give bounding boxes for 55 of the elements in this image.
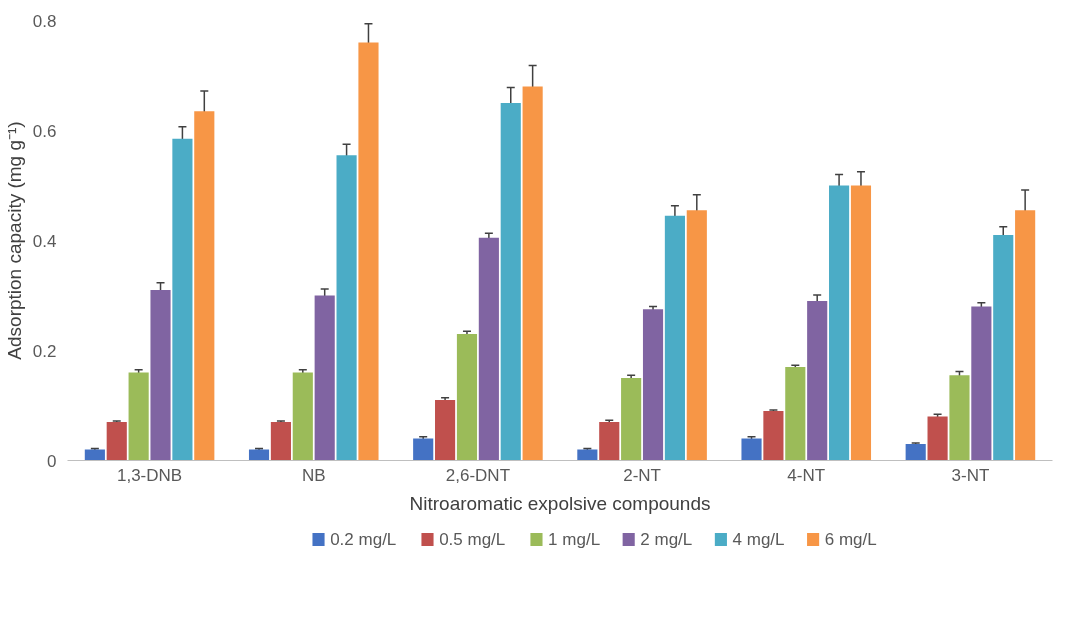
legend-label: 0.2 mg/L bbox=[330, 530, 397, 549]
bar bbox=[763, 411, 784, 461]
bar bbox=[785, 367, 806, 461]
bar bbox=[686, 210, 707, 461]
bar bbox=[741, 438, 762, 461]
legend-label: 4 mg/L bbox=[732, 530, 785, 549]
bar bbox=[413, 438, 434, 461]
bar bbox=[128, 372, 149, 461]
x-tick-label: 1,3-DNB bbox=[116, 465, 183, 485]
legend-label: 2 mg/L bbox=[640, 530, 693, 549]
y-tick-label: 0.2 bbox=[32, 341, 57, 361]
bar bbox=[336, 155, 357, 461]
bar bbox=[850, 185, 872, 461]
bar bbox=[577, 449, 598, 461]
legend-label: 6 mg/L bbox=[824, 530, 877, 549]
legend-label: 0.5 mg/L bbox=[439, 530, 506, 549]
bar bbox=[927, 416, 948, 461]
bar bbox=[456, 334, 478, 461]
bar bbox=[1015, 210, 1036, 461]
y-tick-label: 0 bbox=[47, 451, 57, 471]
bar bbox=[435, 400, 456, 461]
legend-label: 1 mg/L bbox=[548, 530, 601, 549]
bar bbox=[522, 86, 543, 461]
bar bbox=[829, 185, 850, 461]
bar bbox=[106, 422, 127, 461]
bar bbox=[642, 309, 664, 461]
bar bbox=[971, 306, 992, 461]
bar bbox=[270, 422, 291, 461]
bar bbox=[993, 235, 1014, 461]
x-axis-title: Nitroaromatic expolsive compounds bbox=[409, 492, 711, 514]
bar bbox=[314, 295, 335, 461]
bar bbox=[664, 215, 685, 461]
bar bbox=[905, 444, 926, 461]
bar bbox=[621, 378, 642, 461]
bar bbox=[500, 103, 521, 461]
bar bbox=[292, 372, 313, 461]
bar bbox=[150, 290, 171, 461]
y-tick-label: 0.8 bbox=[32, 11, 57, 31]
bar bbox=[172, 138, 193, 461]
y-tick-label: 0.6 bbox=[32, 121, 57, 141]
y-axis-title: Adsorption capacity (mg g⁻¹) bbox=[3, 121, 25, 360]
bar bbox=[949, 375, 970, 461]
bar bbox=[358, 42, 379, 461]
bar bbox=[478, 237, 499, 461]
x-tick-label: 3-NT bbox=[951, 465, 990, 485]
x-tick-label: NB bbox=[301, 465, 326, 485]
x-tick-label: 2,6-DNT bbox=[445, 465, 511, 485]
bar bbox=[599, 422, 620, 461]
bar bbox=[84, 449, 105, 461]
bar bbox=[248, 449, 270, 461]
y-tick-label: 0.4 bbox=[32, 231, 57, 251]
bar bbox=[194, 111, 215, 461]
bar bbox=[807, 301, 828, 461]
x-tick-label: 4-NT bbox=[787, 465, 826, 485]
x-tick-label: 2-NT bbox=[623, 465, 661, 485]
